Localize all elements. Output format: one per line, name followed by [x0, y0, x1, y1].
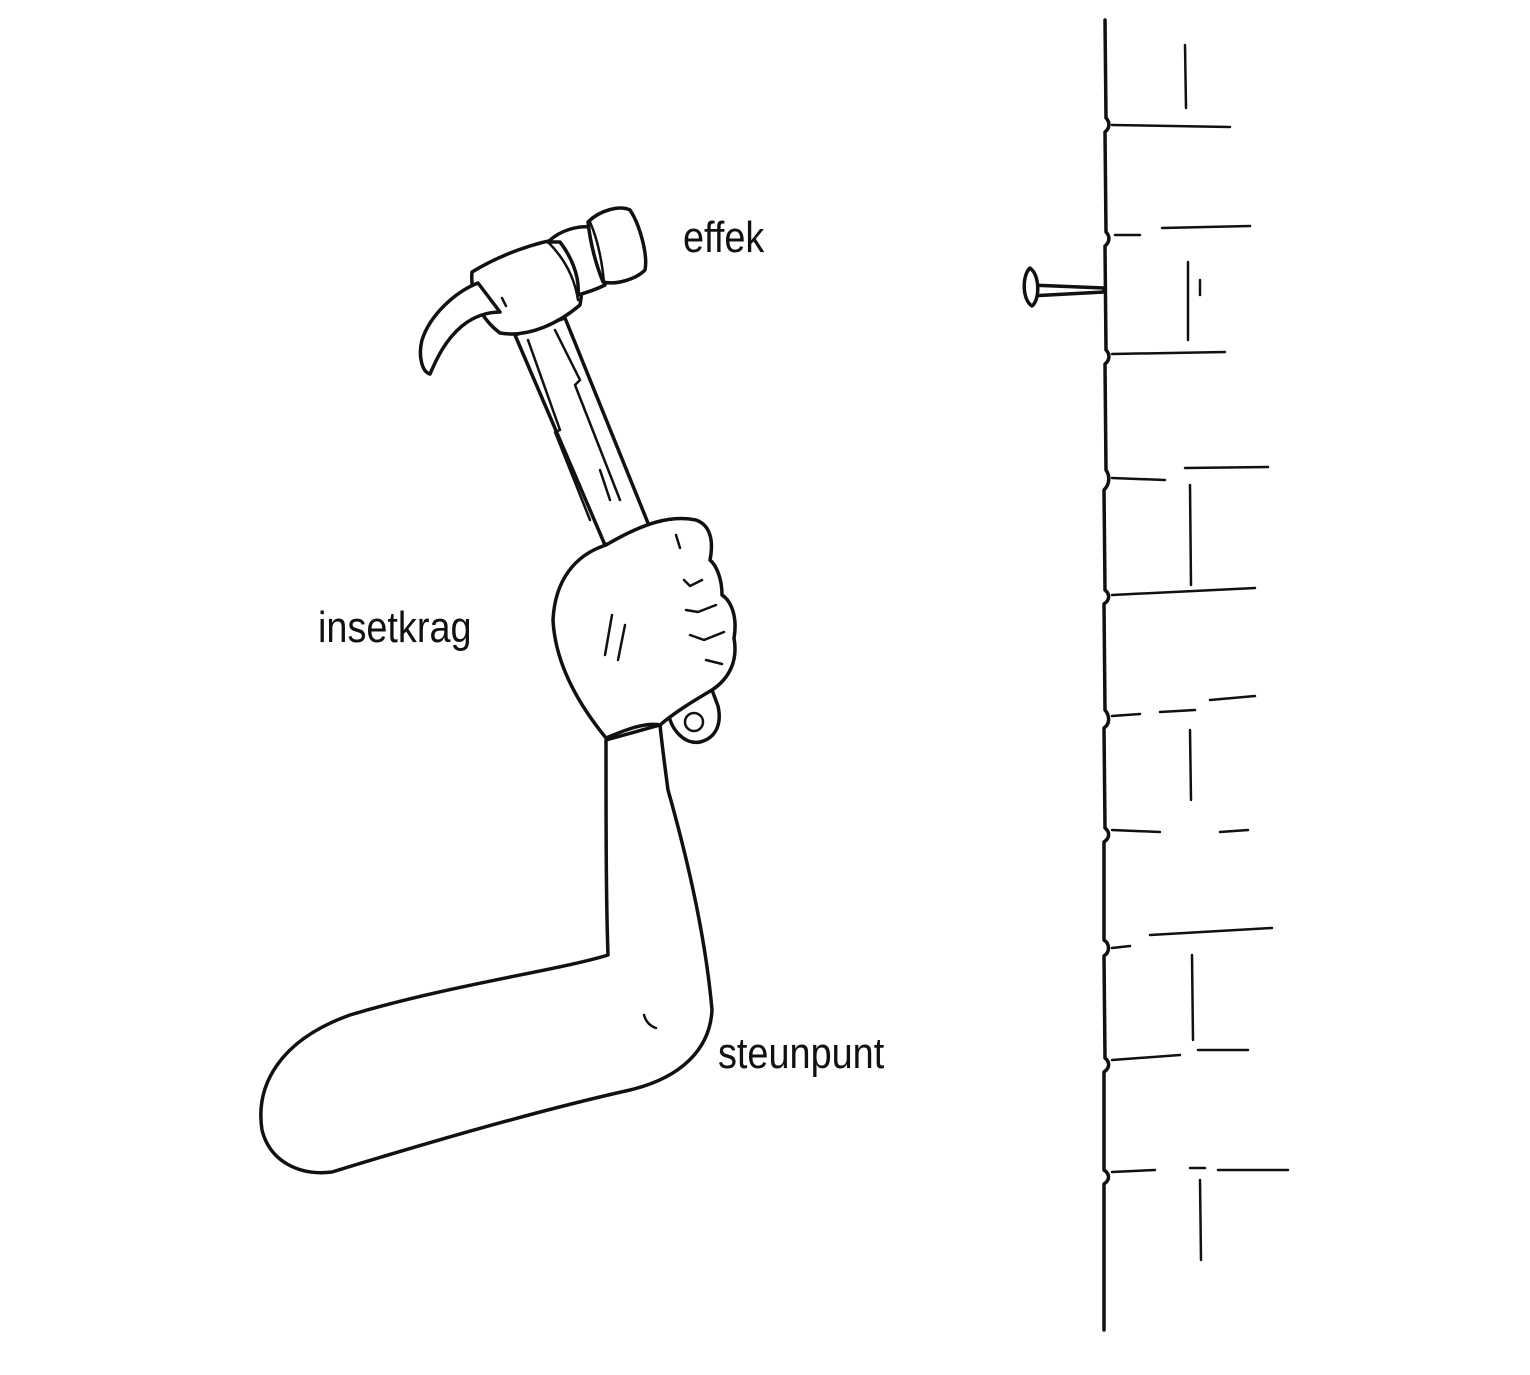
nail-icon — [1022, 266, 1106, 308]
brick-wall-icon — [1102, 18, 1290, 1332]
arm-icon — [259, 723, 714, 1175]
load-label: insetkrag — [318, 603, 472, 652]
hammer-icon — [418, 206, 721, 745]
fulcrum-label: steunpunt — [718, 1029, 885, 1078]
fist-icon — [551, 516, 737, 740]
effort-label: effek — [683, 213, 765, 262]
